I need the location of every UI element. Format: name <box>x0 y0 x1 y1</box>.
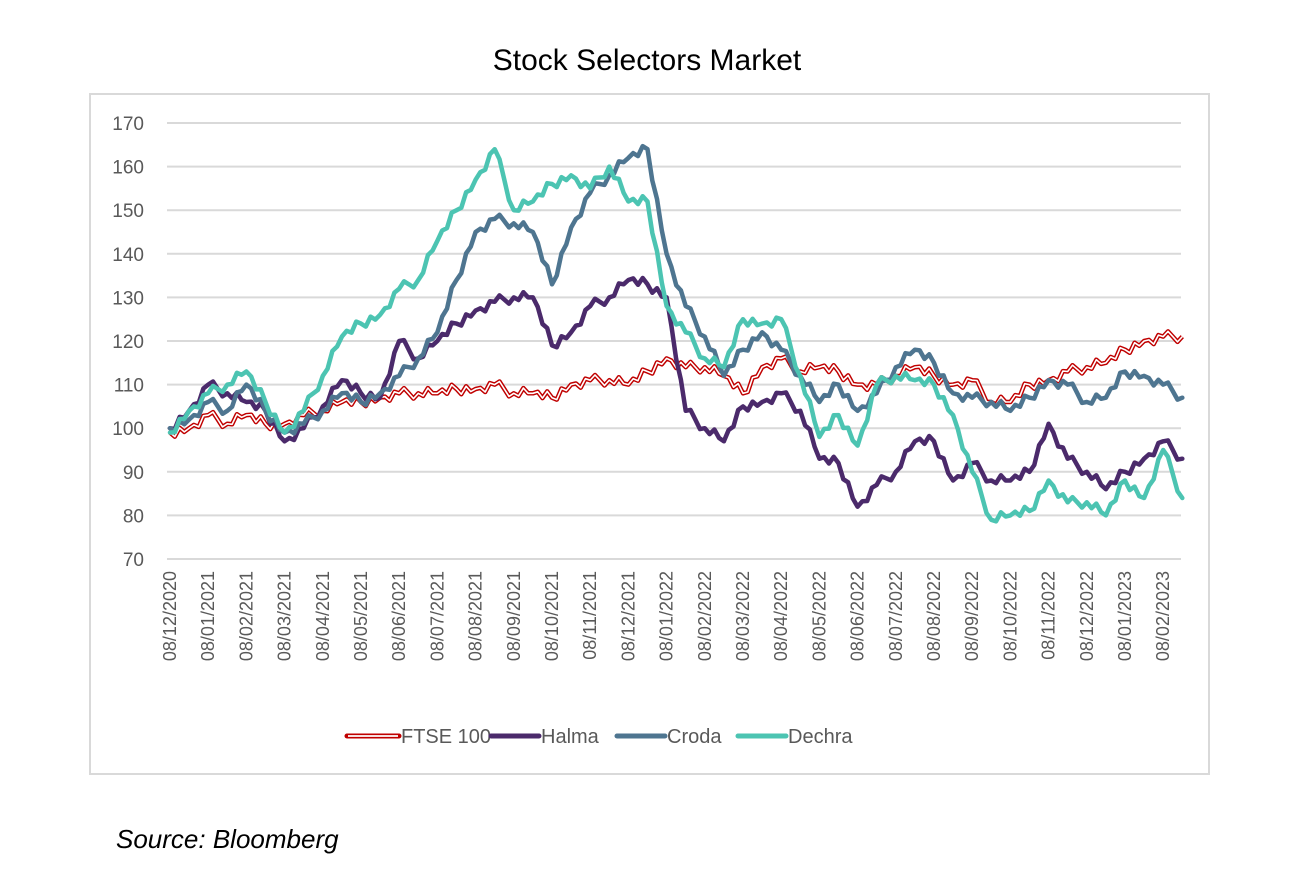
x-tick-label: 08/06/2021 <box>389 571 409 661</box>
y-tick-label: 110 <box>114 376 144 397</box>
legend-item-ftse-100: FTSE 100 <box>344 726 491 748</box>
legend: FTSE 100 Halma Croda Dechra <box>344 726 853 748</box>
x-tick-label: 08/01/2021 <box>198 571 218 661</box>
y-tick-label: 150 <box>112 201 144 222</box>
y-tick-label: 90 <box>123 463 144 484</box>
series-lines <box>167 143 1185 524</box>
x-tick-label: 08/02/2023 <box>1153 571 1173 661</box>
x-tick-label: 08/09/2021 <box>504 571 524 661</box>
y-tick-label: 170 <box>112 114 144 135</box>
x-tick-label: 08/12/2020 <box>160 571 180 661</box>
y-tick-label: 130 <box>112 288 144 309</box>
x-tick-label: 08/05/2021 <box>351 571 371 661</box>
series-croda <box>167 143 1185 436</box>
x-tick-label: 08/03/2022 <box>733 571 753 661</box>
x-tick-label: 08/10/2022 <box>1000 571 1020 661</box>
x-tick-label: 08/03/2021 <box>275 571 295 661</box>
y-tick-label: 120 <box>112 332 144 353</box>
x-tick-label: 08/09/2022 <box>962 571 982 661</box>
series-dechra <box>167 146 1185 524</box>
series-halma <box>167 275 1185 509</box>
legend-item-halma: Halma <box>488 726 600 748</box>
legend-item-dechra: Dechra <box>735 726 853 748</box>
x-tick-label: 08/01/2023 <box>1115 571 1135 661</box>
x-tick-label: 08/04/2022 <box>771 571 791 661</box>
legend-label: Croda <box>667 726 722 748</box>
x-tick-label: 08/11/2021 <box>580 571 600 660</box>
x-tick-label: 08/12/2021 <box>618 571 638 661</box>
x-tick-label: 08/01/2022 <box>657 571 677 661</box>
y-tick-label: 140 <box>112 245 144 266</box>
y-tick-label: 160 <box>112 158 144 179</box>
series-line <box>167 146 1185 524</box>
x-axis-ticks: 08/12/2020 08/01/2021 08/02/2021 08/03/2021… <box>160 571 1173 661</box>
x-tick-label: 08/10/2021 <box>542 571 562 661</box>
y-tick-label: 70 <box>123 550 144 571</box>
x-tick-label: 08/02/2022 <box>695 571 715 661</box>
legend-label: Halma <box>541 726 600 748</box>
source-note: Source: Bloomberg <box>116 824 339 854</box>
x-tick-label: 08/12/2022 <box>1077 571 1097 661</box>
y-tick-label: 100 <box>112 419 144 440</box>
x-tick-label: 08/08/2021 <box>466 571 486 661</box>
series-line <box>167 143 1185 436</box>
x-tick-label: 08/06/2022 <box>848 571 868 661</box>
y-tick-label: 80 <box>123 506 144 527</box>
x-tick-label: 08/08/2022 <box>924 571 944 661</box>
x-tick-label: 08/07/2022 <box>886 571 906 661</box>
series-line <box>167 275 1185 509</box>
legend-item-croda: Croda <box>614 726 722 748</box>
chart-title: Stock Selectors Market <box>492 44 802 77</box>
y-axis-ticks: 70 80 90 100 110 120 130 140 150 160 170 <box>112 114 144 571</box>
x-tick-label: 08/02/2021 <box>236 571 256 661</box>
x-tick-label: 08/11/2022 <box>1039 571 1059 660</box>
x-tick-label: 08/04/2021 <box>313 571 333 661</box>
legend-label: FTSE 100 <box>401 726 491 748</box>
x-tick-label: 08/07/2021 <box>427 571 447 661</box>
legend-label: Dechra <box>788 726 853 748</box>
x-tick-label: 08/05/2022 <box>809 571 829 661</box>
